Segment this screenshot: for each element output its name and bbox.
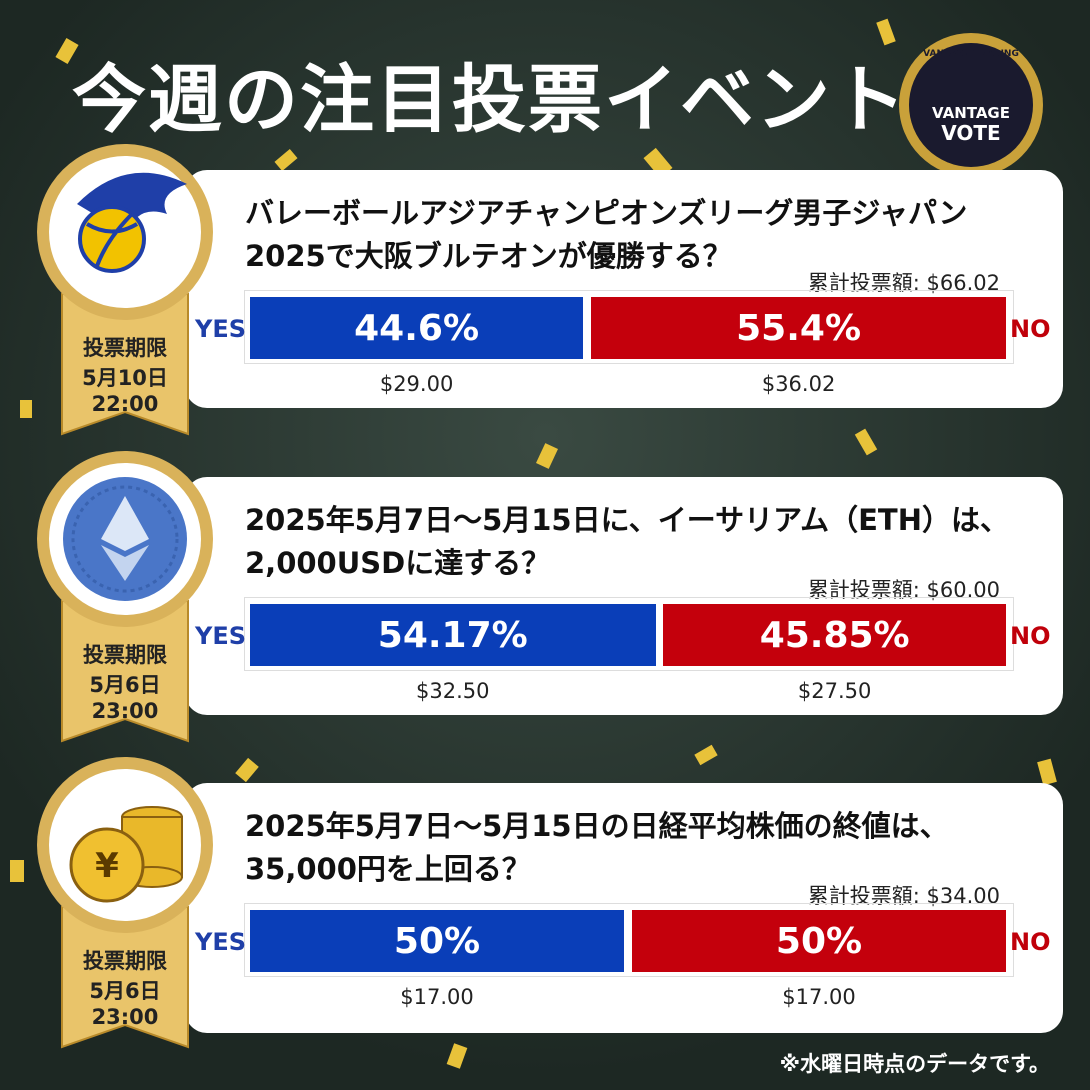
svg-text:¥: ¥ [95,846,119,886]
no-label: NO [1010,622,1051,650]
footnote: ※水曜日時点のデータです。 [779,1052,1050,1076]
yes-percent: 50% [393,920,481,962]
title: 今週の注目投票イベント [72,57,908,143]
deadline: 投票期限 [83,949,167,973]
total-amount: 累計投票額: $34.00 [807,884,1000,908]
yes-percent: 54.17% [377,614,528,656]
logo-text: VOTE [941,121,1000,145]
no-percent: 50% [775,920,863,962]
deadline: 5月10日 [82,366,168,390]
logo-text: VANTAGE [932,104,1010,122]
poll-card [185,783,1063,1033]
yes-amount: $29.00 [379,372,454,396]
yes-label: YES [195,928,247,956]
question: バレーボールアジアチャンピオンズリーグ男子ジャパン2025で大阪ブルテオンが優勝… [245,196,968,273]
yes-label: YES [195,622,247,650]
logo: VANTAGE VOTE VANTAGE TRADING [899,33,1043,177]
bar-frame [244,290,1014,364]
no-amount: $36.02 [761,372,836,396]
deadline: 投票期限 [83,643,167,667]
medal [37,451,213,743]
yes-bar: 54.17% [250,604,656,666]
question: 2025年5月7日～5月15日の日経平均株価の終値は、35,000円を上回る？ [245,809,949,886]
deadline: 23:00 [91,699,159,723]
no-percent: 45.85% [759,614,910,656]
bar-frame [244,903,1014,977]
bar-frame [244,597,1014,671]
yes-bar: 50% [250,910,624,972]
poll-card [185,477,1063,715]
logo-text: VANTAGE TRADING [923,49,1019,59]
yes-percent: 44.6% [354,307,480,349]
no-amount: $27.50 [797,679,872,703]
question: 2025年5月7日～5月15日に、イーサリアム（ETH）は、2,000USDに達… [245,503,1009,580]
yes-bar: 44.6% [250,297,584,359]
no-amount: $17.00 [782,985,856,1009]
yes-label: YES [195,315,247,343]
deadline: 22:00 [91,392,159,416]
deadline: 23:00 [91,1005,159,1029]
no-bar: 50% [632,910,1006,972]
no-bar: 55.4% [591,297,1006,359]
no-label: NO [1010,928,1051,956]
total-amount: 累計投票額: $60.00 [807,578,1000,602]
no-label: NO [1010,315,1051,343]
no-bar: 45.85% [663,604,1006,666]
yes-amount: $17.00 [400,985,474,1009]
deadline: 5月6日 [89,673,161,697]
medal [37,144,213,436]
deadline: 投票期限 [83,336,167,360]
no-percent: 55.4% [736,307,862,349]
yes-amount: $32.50 [416,679,490,703]
poll-card [185,170,1063,408]
medal: ¥ [37,757,213,1049]
total-amount: 累計投票額: $66.02 [807,271,1000,295]
deadline: 5月6日 [89,979,161,1003]
